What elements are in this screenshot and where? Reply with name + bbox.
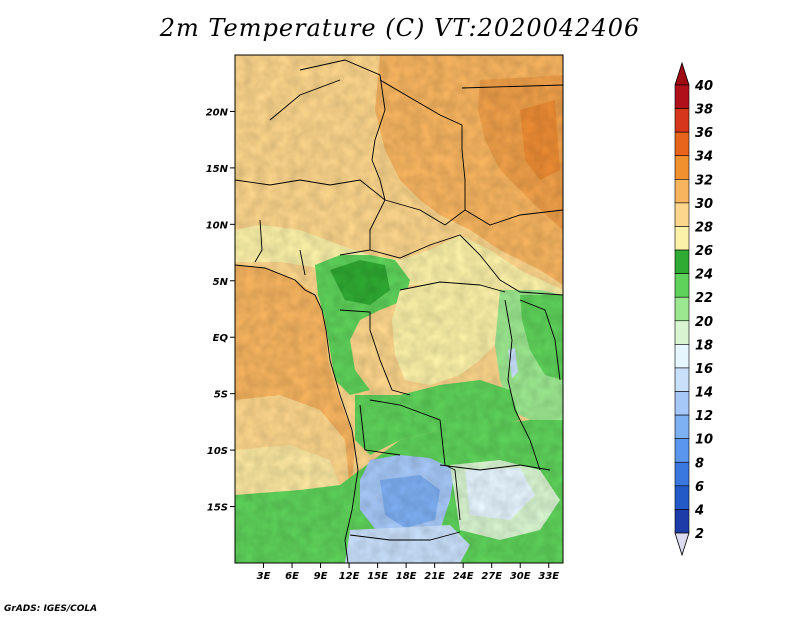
colorbar-label: 32 — [695, 173, 713, 188]
credit-text: GrADS: IGES/COLA — [4, 604, 98, 614]
colorbar-label: 34 — [695, 150, 713, 165]
colorbar-max-arrow — [674, 61, 690, 86]
colorbar-segment — [674, 84, 690, 109]
colorbar-segment — [674, 344, 690, 369]
colorbar-segment — [674, 155, 690, 180]
axis-ticks: 20N 15N 10N 5N EQ 5S 10S 15S 3E 6E 9E 12E 15E 18E 21E 2… — [206, 107, 560, 582]
colorbar: 40 38 36 34 32 30 28 26 24 22 20 18 16 14 12 10 8 6 4 2 — [674, 61, 713, 557]
lat-tick-label: EQ — [213, 333, 229, 344]
lat-tick-label: 10N — [206, 220, 229, 231]
colorbar-segment — [674, 249, 690, 274]
colorbar-label: 16 — [695, 362, 713, 377]
colorbar-label: 12 — [695, 409, 713, 424]
colorbar-segment — [674, 296, 690, 322]
lat-tick-label: 5N — [213, 277, 229, 288]
colorbar-label: 30 — [695, 197, 713, 212]
colorbar-label: 18 — [695, 338, 713, 353]
lat-tick-label: 5S — [214, 390, 228, 401]
colorbar-label: 26 — [695, 244, 713, 259]
colorbar-segment — [674, 438, 690, 463]
lon-tick-label: 12E — [339, 571, 360, 582]
lat-tick-label: 10S — [207, 446, 228, 457]
colorbar-label: 36 — [695, 126, 713, 141]
temperature-field — [235, 55, 563, 563]
colorbar-label: 38 — [695, 103, 713, 118]
lon-tick-label: 15E — [367, 571, 388, 582]
colorbar-label: 40 — [694, 79, 713, 94]
lat-tick-label: 15N — [206, 164, 229, 175]
colorbar-segment — [674, 367, 690, 392]
colorbar-segment — [674, 226, 690, 251]
colorbar-segment — [674, 320, 690, 345]
colorbar-label: 22 — [695, 291, 713, 306]
colorbar-label: 8 — [695, 456, 704, 471]
colorbar-label: 10 — [695, 433, 713, 448]
lon-tick-label: 9E — [314, 571, 328, 582]
colorbar-segment — [674, 461, 690, 487]
colorbar-segment — [674, 108, 690, 133]
lon-tick-label: 21E — [424, 571, 445, 582]
lon-tick-label: 24E — [453, 571, 474, 582]
lon-tick-label: 6E — [285, 571, 299, 582]
colorbar-segment — [674, 131, 690, 157]
lat-tick-label: 20N — [206, 107, 229, 118]
colorbar-label: 2 — [695, 527, 704, 542]
colorbar-segment — [674, 509, 690, 534]
lon-tick-label: 33E — [538, 571, 559, 582]
colorbar-segment — [674, 414, 690, 439]
colorbar-segment — [674, 391, 690, 416]
colorbar-label: 24 — [695, 268, 713, 283]
colorbar-label: 6 — [695, 480, 704, 495]
lat-tick-label: 15S — [207, 503, 228, 514]
colorbar-segment — [674, 179, 690, 204]
colorbar-segment — [674, 485, 690, 510]
colorbar-label: 4 — [694, 503, 704, 518]
lon-tick-label: 30E — [510, 571, 531, 582]
colorbar-segment — [674, 202, 690, 227]
lon-tick-label: 3E — [257, 571, 271, 582]
lon-tick-label: 18E — [396, 571, 417, 582]
colorbar-segment — [674, 273, 690, 298]
colorbar-min-arrow — [674, 532, 690, 557]
colorbar-label: 20 — [695, 315, 713, 330]
colorbar-label: 14 — [695, 386, 713, 401]
country-borders — [235, 59, 563, 563]
lon-tick-label: 27E — [481, 571, 502, 582]
plot-frame — [234, 54, 564, 564]
chart-title: 2m Temperature (C) VT:2020042406 — [159, 14, 641, 42]
colorbar-label: 28 — [695, 220, 713, 235]
